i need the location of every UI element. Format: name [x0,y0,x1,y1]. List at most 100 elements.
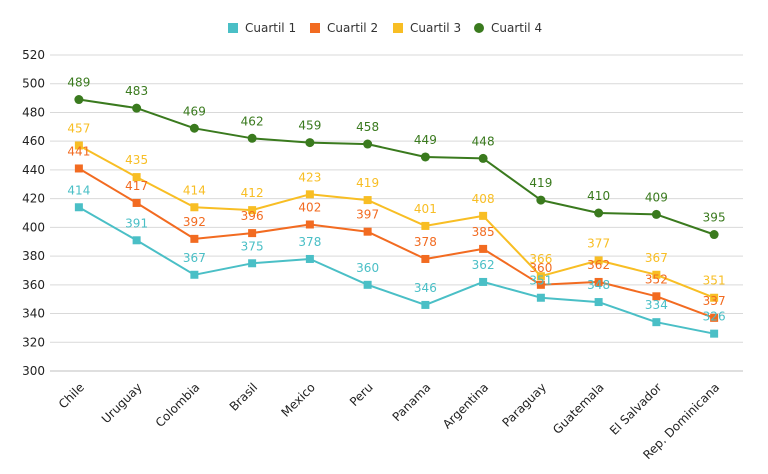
data-label: 489 [67,76,90,90]
data-point [652,270,661,279]
x-tick-label: Uruguay [99,380,145,426]
series-group [74,95,719,338]
data-label: 337 [703,294,726,308]
data-label: 401 [414,202,437,216]
data-point [421,254,430,263]
data-label: 362 [587,258,610,272]
y-axis: 300 320 340 360 380 400 420 440 460 480 500 520 [22,48,45,378]
series-line [78,206,715,335]
data-label: 402 [298,200,321,214]
data-label: 395 [703,211,726,225]
data-point [651,209,661,219]
data-point [190,234,199,243]
x-tick-label: Colombia [153,380,203,430]
legend-label: Cuartil 4 [491,21,542,35]
y-tick-label: 300 [22,364,45,378]
y-tick-label: 380 [22,249,45,263]
data-label: 378 [414,235,437,249]
data-point [709,230,719,240]
data-point [479,277,488,286]
data-point [594,208,604,218]
data-point [710,313,719,322]
data-point [536,280,545,289]
data-point [536,195,546,205]
legend-marker [474,23,484,33]
data-point [479,244,488,253]
data-label: 410 [587,189,610,203]
data-point [189,123,199,133]
data-point [594,298,603,307]
data-label: 449 [414,133,437,147]
y-tick-label: 400 [22,220,45,234]
data-label: 396 [241,209,264,223]
data-label: 448 [472,134,495,148]
data-label: 423 [298,170,321,184]
data-label: 414 [67,183,90,197]
data-point [363,227,372,236]
x-tick-label: Chile [56,380,87,411]
y-tick-label: 320 [22,335,45,349]
y-tick-label: 480 [22,105,45,119]
series-line [78,144,715,299]
x-tick-label: El Salvador [607,380,665,438]
x-tick-label: Argentina [440,380,491,431]
data-labels: 414 391 367 375 378 360 346 362 351 348 334 326 441 4… [67,76,725,324]
data-point [248,259,257,268]
x-tick-label: Panama [390,380,434,424]
data-label: 367 [645,251,668,265]
data-label: 367 [183,251,206,265]
x-tick-label: Paraguay [499,380,549,430]
data-point [132,198,141,207]
data-label: 377 [587,236,610,250]
data-point [132,236,141,245]
legend-label: Cuartil 1 [245,21,296,35]
data-label: 469 [183,104,206,118]
data-point [247,133,257,143]
legend-marker [228,23,238,33]
data-label: 326 [703,310,726,324]
data-label: 419 [529,176,552,190]
data-label: 462 [241,114,264,128]
data-label: 409 [645,190,668,204]
series-line [78,98,715,236]
data-point [132,173,141,182]
legend: Cuartil 1 Cuartil 2 Cuartil 3 Cuartil 4 [228,21,542,35]
y-tick-label: 460 [22,134,45,148]
data-label: 412 [241,186,264,200]
data-label: 441 [67,144,90,158]
data-label: 385 [472,225,495,239]
y-tick-label: 360 [22,278,45,292]
data-label: 346 [414,281,437,295]
data-label: 391 [125,216,148,230]
legend-marker [393,23,403,33]
y-tick-label: 500 [22,77,45,91]
y-tick-label: 340 [22,307,45,321]
data-point [305,220,314,229]
legend-label: Cuartil 3 [410,21,461,35]
data-label: 360 [356,261,379,275]
data-label: 352 [645,272,668,286]
legend-label: Cuartil 2 [327,21,378,35]
data-label: 334 [645,298,668,312]
data-label: 362 [472,258,495,272]
legend-marker [310,23,320,33]
data-label: 351 [703,274,726,288]
data-label: 378 [298,235,321,249]
data-point [594,256,603,265]
data-label: 419 [356,176,379,190]
data-label: 375 [241,239,264,253]
x-tick-label: Guatemala [550,380,607,437]
data-label: 417 [125,179,148,193]
data-point [652,292,661,301]
data-point [536,293,545,302]
data-point [594,277,603,286]
data-point [74,164,83,173]
data-label: 459 [298,119,321,133]
gridlines [50,54,743,372]
data-label: 392 [183,215,206,229]
y-tick-label: 420 [22,192,45,206]
data-label: 457 [67,121,90,135]
data-point [132,103,142,113]
data-point [74,95,84,105]
